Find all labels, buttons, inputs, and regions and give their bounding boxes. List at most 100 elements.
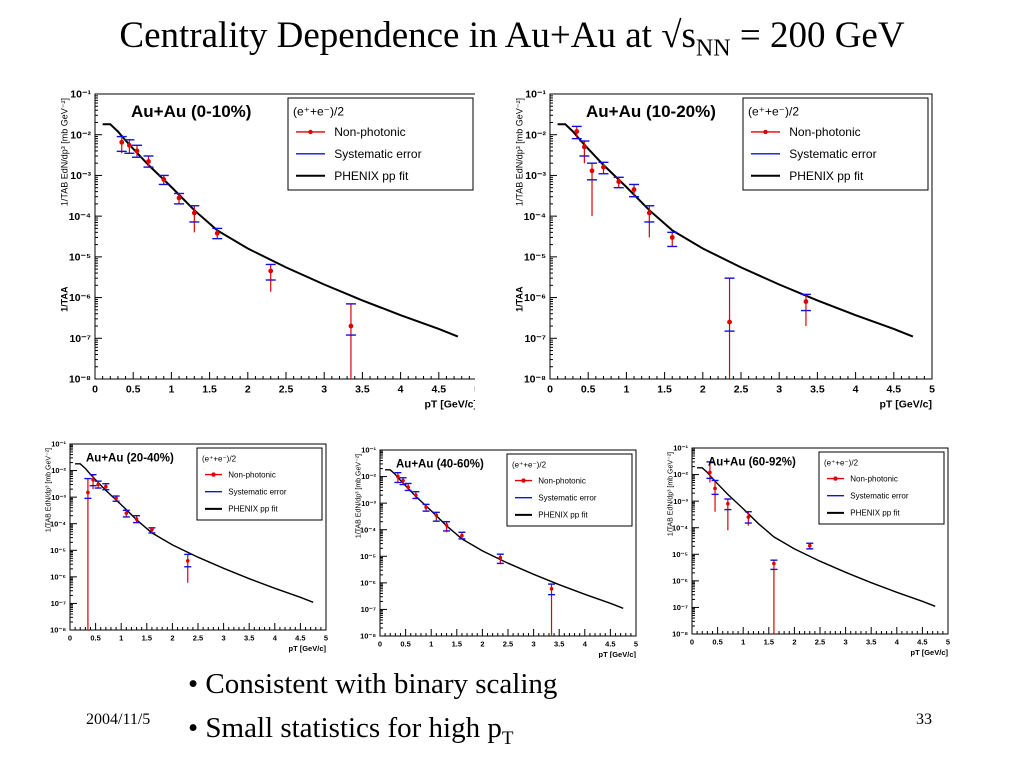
data-point [601, 164, 606, 170]
y-tick-label: 10⁻² [51, 466, 66, 475]
y-tick-label: 10⁻⁶ [672, 576, 688, 585]
y-tick-label: 10⁻⁷ [69, 333, 91, 345]
plot-area [102, 123, 459, 379]
x-tick-label: 4.5 [886, 384, 901, 396]
y-tick-label: 10⁻⁵ [524, 252, 546, 264]
x-tick-label: 1.5 [764, 638, 774, 647]
plot-area [557, 123, 914, 379]
y-tick-label: 10⁻⁴ [672, 523, 688, 532]
x-axis-label: pT [GeV/c] [879, 398, 932, 410]
data-point [549, 586, 554, 591]
data-point [146, 159, 151, 164]
legend-label: PHENIX pp fit [789, 169, 864, 183]
y-tick-label: 10⁻³ [525, 170, 546, 182]
x-tick-label: 0 [690, 638, 694, 647]
y-axis-label: 1/TAB EdN/dp³ [mb GeV⁻²] [515, 98, 525, 206]
y-tick-label: 10⁻⁴ [360, 525, 376, 534]
chart-10-20: 0 0.5 1 1.5 2 2.5 3 3.5 4 4.5 5 10⁻⁸ 10⁻⁷ 10⁻⁶ 10⁻⁵ 10⁻… [515, 89, 935, 411]
data-point [807, 543, 812, 548]
chart-60-92: 0 0.5 1 1.5 2 2.5 3 3.5 4 4.5 5 10⁻⁸ 10⁻⁷ 10⁻⁶ 10⁻⁵ 10⁻… [668, 444, 951, 657]
x-tick-label: 0.5 [90, 634, 100, 643]
data-point [396, 474, 400, 479]
x-tick-label: 4.5 [917, 638, 927, 647]
legend-label: Non-photonic [789, 125, 860, 139]
x-tick-label: 3.5 [355, 384, 370, 396]
data-point [803, 299, 809, 304]
x-tick-label: 1.5 [142, 634, 152, 643]
bullet-list: • Consistent with binary scaling • Small… [188, 668, 557, 756]
x-axis-label: pT [GeV/c] [598, 650, 636, 658]
x-tick-label: 3 [844, 638, 848, 647]
x-tick-label: 0.5 [400, 640, 410, 649]
x-tick-label: 2.5 [503, 640, 513, 649]
legend-header: (e⁺+e⁻)/2 [512, 461, 547, 470]
chart-panel-60-92: 0 0.5 1 1.5 2 2.5 3 3.5 4 4.5 5 10⁻⁸ 10⁻⁷ 10⁻⁶ 10⁻⁵ 10⁻… [660, 440, 958, 660]
y-tick-label: 10⁻⁷ [361, 605, 376, 614]
x-tick-label: 0.5 [126, 384, 141, 396]
y-tick-label: 10⁻³ [51, 493, 66, 502]
x-tick-label: 5 [929, 384, 935, 396]
x-tick-label: 3.5 [866, 638, 876, 647]
legend-marker [833, 476, 838, 481]
x-tick-label: 0.5 [581, 384, 596, 396]
legend-label: PHENIX pp fit [538, 511, 588, 520]
x-tick-label: 0 [68, 634, 72, 643]
legend-header: (e⁺+e⁻)/2 [293, 105, 344, 119]
y-tick-label: 10⁻² [525, 129, 546, 141]
y-axis-label: 1/TAB EdN/dp³ [mb GeV⁻²] [46, 448, 53, 532]
y-tick-label: 10⁻² [361, 472, 376, 481]
x-tick-label: 4 [583, 640, 588, 649]
legend-marker [521, 478, 526, 483]
data-point [185, 559, 190, 563]
data-point [134, 148, 140, 154]
data-point [772, 561, 776, 566]
x-tick-label: 2.5 [815, 638, 825, 647]
title-tail: = 200 GeV [730, 15, 905, 56]
x-tick-label: 5 [946, 638, 950, 647]
data-point [134, 517, 139, 521]
y-tick-label: 10⁻⁷ [673, 603, 688, 612]
data-point [86, 490, 90, 495]
chart-0-10: 0 0.5 1 1.5 2 2.5 3 3.5 4 4.5 5 10⁻⁸ 10⁻⁷ 10⁻⁶ 10⁻⁵ 10⁻… [60, 89, 475, 410]
x-tick-label: 3.5 [244, 634, 254, 643]
slide-number: 33 [916, 711, 932, 728]
chart-title: Au+Au (60-92%) [708, 457, 796, 469]
legend-label: Systematic error [538, 494, 597, 503]
plot-area [385, 469, 624, 636]
x-tick-label: 2.5 [734, 384, 749, 396]
legend-label: Systematic error [334, 147, 421, 161]
data-point [161, 176, 167, 182]
x-tick-label: 3 [532, 640, 536, 649]
y-tick-label: 10⁻⁸ [360, 632, 376, 641]
x-tick-label: 2 [792, 638, 796, 647]
pp-fit-line [75, 463, 314, 603]
y-tick-label: 10⁻⁸ [69, 374, 91, 386]
legend-label: Non-photonic [850, 474, 898, 483]
y-axis-extra-label: 1/TAA [60, 286, 70, 312]
data-point [406, 485, 410, 489]
legend-label: Systematic error [850, 492, 909, 501]
x-tick-label: 1 [429, 640, 433, 649]
y-tick-label: 10⁻³ [70, 170, 91, 182]
y-axis-extra-label: 1/TAA [515, 286, 525, 312]
data-point [444, 523, 449, 527]
chart-40-60: 0 0.5 1 1.5 2 2.5 3 3.5 4 4.5 5 10⁻⁸ 10⁻⁷ 10⁻⁶ 10⁻⁵ 10⁻… [356, 446, 639, 658]
data-point [498, 555, 503, 560]
data-point [460, 533, 464, 538]
data-point [401, 478, 405, 483]
data-point [114, 496, 118, 501]
plot-area [697, 461, 936, 634]
y-tick-label: 10⁻⁶ [50, 572, 66, 581]
plot-area [75, 463, 314, 630]
x-tick-label: 4.5 [605, 640, 615, 649]
x-tick-label: 2.5 [193, 634, 203, 643]
y-axis-label: 1/TAB EdN/dp³ [mb GeV⁻²] [356, 454, 363, 538]
chart-title: Au+Au (10-20%) [586, 102, 716, 121]
data-point [631, 187, 637, 192]
x-tick-label: 4 [273, 634, 278, 643]
data-point [616, 179, 622, 185]
legend-header: (e⁺+e⁻)/2 [824, 459, 859, 468]
x-tick-label: 4 [398, 384, 404, 396]
legend-label: PHENIX pp fit [228, 505, 278, 514]
x-tick-label: 1.5 [657, 384, 672, 396]
